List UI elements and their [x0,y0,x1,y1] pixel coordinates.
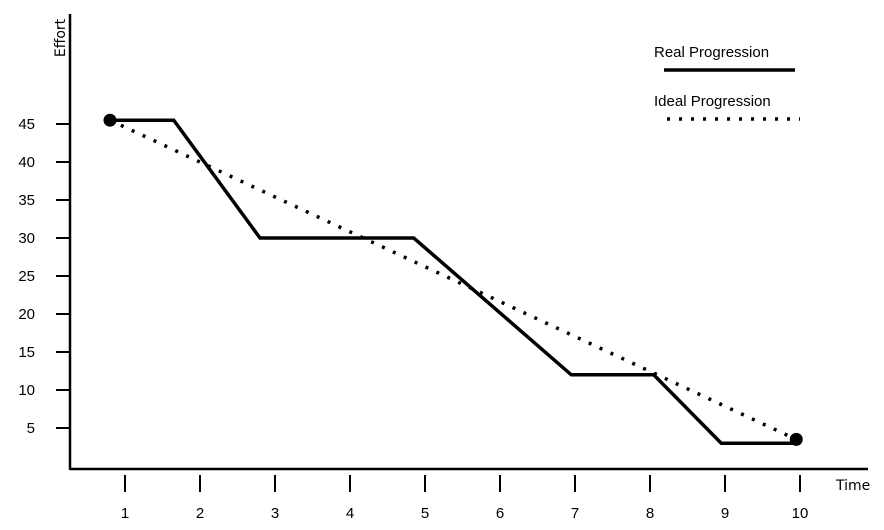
x-tick-label: 5 [421,505,429,522]
ideal-progression-line [109,118,797,441]
legend-label-ideal: Ideal Progression [654,93,771,110]
x-tick-label: 9 [721,505,729,522]
y-tick-label: 30 [18,230,35,247]
x-tick-label: 10 [792,505,809,522]
legend-label-real: Real Progression [654,44,769,61]
x-tick-label: 1 [121,505,129,522]
y-tick-label: 40 [18,154,35,171]
legend: Real Progression Ideal Progression [654,44,800,121]
y-ticks: 5 10 15 20 25 30 35 40 45 [18,116,70,437]
y-tick-label: 5 [27,420,35,437]
marker-layer [103,113,803,446]
y-tick-label: 20 [18,306,35,323]
y-tick-label: 45 [18,116,35,133]
x-tick-label: 8 [646,505,654,522]
y-axis-title: Effort [53,18,69,57]
x-tick-label: 6 [496,505,504,522]
x-tick-label: 2 [196,505,204,522]
end-point-marker [789,432,803,446]
x-ticks: 1 2 3 4 5 6 7 8 9 10 [121,475,809,522]
x-tick-label: 7 [571,505,579,522]
real-progression-line [110,118,797,445]
y-tick-label: 15 [18,344,35,361]
series-layer [109,118,797,445]
y-tick-label: 25 [18,268,35,285]
y-tick-label: 35 [18,192,35,209]
x-tick-label: 3 [271,505,279,522]
start-point-marker [103,113,117,127]
x-tick-label: 4 [346,505,354,522]
y-tick-label: 10 [18,382,35,399]
x-axis-title: Time [835,478,870,494]
